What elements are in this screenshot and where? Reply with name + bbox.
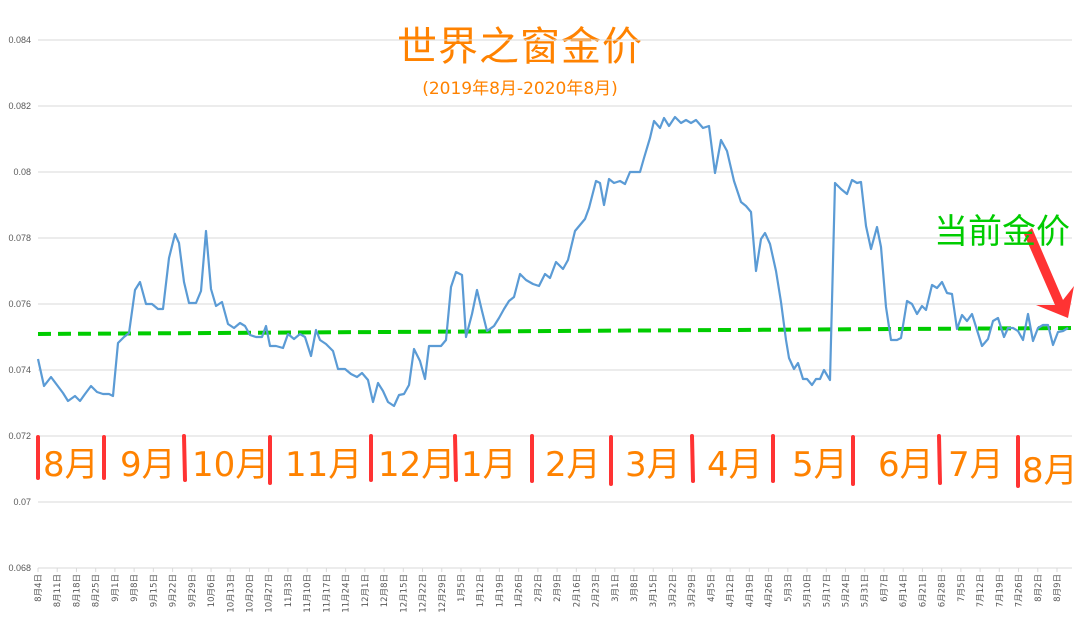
x-tick-label: 1月26日 bbox=[515, 574, 525, 607]
x-tick-label: 3月1日 bbox=[611, 574, 621, 602]
x-tick-label: 9月15日 bbox=[149, 574, 159, 607]
x-tick-label: 11月17日 bbox=[322, 574, 332, 613]
x-tick-label: 12月29日 bbox=[438, 574, 448, 613]
y-tick-label: 0.072 bbox=[8, 431, 31, 441]
x-tick-label: 4月5日 bbox=[707, 574, 717, 602]
chart-subtitle: (2019年8月-2020年8月) bbox=[422, 79, 618, 99]
y-tick-label: 0.078 bbox=[8, 233, 31, 243]
x-tick-label: 11月10日 bbox=[303, 574, 313, 613]
x-tick-label: 8月9日 bbox=[1053, 574, 1063, 602]
average-line bbox=[37, 326, 1073, 336]
x-tick-label: 3月15日 bbox=[649, 574, 659, 607]
x-tick-label: 8月4日 bbox=[34, 574, 44, 602]
month-label: 5月 bbox=[792, 445, 848, 485]
x-tick-label: 9月29日 bbox=[188, 574, 198, 607]
y-tick-label: 0.076 bbox=[8, 299, 31, 309]
x-tick-label: 9月8日 bbox=[130, 574, 140, 602]
x-tick-label: 6月21日 bbox=[918, 574, 928, 607]
month-label: 2月 bbox=[545, 445, 601, 485]
x-tick-label: 5月24日 bbox=[842, 574, 852, 607]
month-label: 1月 bbox=[461, 445, 517, 485]
x-tick-label: 4月12日 bbox=[726, 574, 736, 607]
month-labels: 8月 9月 10月 11月 12月 1月 2月 3月 4月 5月 6月 7月 8月 bbox=[43, 445, 1078, 491]
x-tick-label: 7月12日 bbox=[976, 574, 986, 607]
x-tick-label: 11月24日 bbox=[342, 574, 352, 613]
x-tick-label: 2月2日 bbox=[534, 574, 544, 602]
month-label: 7月 bbox=[948, 445, 1004, 485]
x-tick-label: 3月29日 bbox=[688, 574, 698, 607]
month-divider bbox=[937, 434, 942, 485]
x-tick-label: 1月5日 bbox=[457, 574, 467, 602]
x-tick-label: 6月14日 bbox=[899, 574, 909, 607]
x-tick-label: 12月1日 bbox=[361, 574, 371, 607]
x-tick-label: 12月22日 bbox=[419, 574, 429, 613]
x-tick-label: 4月26日 bbox=[765, 574, 775, 607]
x-tick-label: 7月19日 bbox=[995, 574, 1005, 607]
x-tick-label: 10月6日 bbox=[207, 574, 217, 607]
month-divider bbox=[182, 434, 187, 482]
month-label: 11月 bbox=[285, 445, 362, 485]
month-label: 4月 bbox=[707, 445, 763, 485]
gridlines bbox=[38, 39, 1072, 569]
x-tick-label: 1月19日 bbox=[495, 574, 505, 607]
month-label: 6月 bbox=[878, 445, 934, 485]
x-tick-label: 10月27日 bbox=[265, 574, 275, 613]
arrow-icon bbox=[1024, 228, 1074, 318]
month-label: 12月 bbox=[378, 445, 455, 485]
month-label: 8月 bbox=[43, 445, 99, 485]
x-tick-label: 9月22日 bbox=[169, 574, 179, 607]
y-tick-label: 0.084 bbox=[8, 35, 31, 45]
x-tick-label: 11月3日 bbox=[284, 574, 294, 607]
x-axis-ticks: 8月4日 8月11日 8月18日 8月25日 9月1日 9月8日 9月15日 9月22日 9月2… bbox=[34, 568, 1063, 613]
x-tick-label: 9月1日 bbox=[111, 574, 121, 602]
x-tick-label: 1月12日 bbox=[476, 574, 486, 607]
x-tick-label: 8月11日 bbox=[53, 574, 63, 607]
y-tick-label: 0.082 bbox=[8, 101, 31, 111]
x-tick-label: 12月15日 bbox=[399, 574, 409, 613]
x-tick-label: 8月18日 bbox=[72, 574, 82, 607]
chart-title: 世界之窗金价 bbox=[397, 24, 643, 70]
x-tick-label: 6月7日 bbox=[880, 574, 890, 602]
x-tick-label: 7月26日 bbox=[1015, 574, 1025, 607]
x-tick-label: 10月20日 bbox=[245, 574, 255, 613]
x-tick-label: 10月13日 bbox=[226, 574, 236, 613]
month-label: 9月 bbox=[120, 445, 176, 485]
x-tick-label: 2月16日 bbox=[572, 574, 582, 607]
x-tick-label: 12月8日 bbox=[380, 574, 390, 607]
x-tick-label: 5月17日 bbox=[822, 574, 832, 607]
month-label: 10月 bbox=[192, 445, 269, 485]
x-tick-label: 3月22日 bbox=[668, 574, 678, 607]
x-tick-label: 8月2日 bbox=[1034, 574, 1044, 602]
month-label: 8月 bbox=[1022, 451, 1078, 491]
x-tick-label: 5月3日 bbox=[784, 574, 794, 602]
x-tick-label: 5月31日 bbox=[861, 574, 871, 607]
y-tick-label: 0.074 bbox=[8, 365, 31, 375]
y-tick-label: 0.07 bbox=[13, 497, 31, 507]
x-tick-label: 8月25日 bbox=[92, 574, 102, 607]
x-tick-label: 7月5日 bbox=[957, 574, 967, 602]
x-tick-label: 5月10日 bbox=[803, 574, 813, 607]
x-tick-label: 2月23日 bbox=[592, 574, 602, 607]
month-dividers bbox=[36, 434, 1020, 488]
x-tick-label: 6月28日 bbox=[938, 574, 948, 607]
x-tick-label: 3月8日 bbox=[630, 574, 640, 602]
current-price-annotation: 当前金价 bbox=[934, 212, 1070, 252]
y-axis-ticks: 0.084 0.082 0.08 0.078 0.076 0.074 0.072 0.07 0.… bbox=[8, 35, 31, 573]
price-line bbox=[36, 115, 1069, 408]
x-tick-label: 2月9日 bbox=[553, 574, 563, 602]
x-tick-label: 4月19日 bbox=[745, 574, 755, 607]
y-tick-label: 0.08 bbox=[13, 167, 31, 177]
month-label: 3月 bbox=[625, 445, 681, 485]
y-tick-label: 0.068 bbox=[8, 563, 31, 573]
month-divider bbox=[453, 434, 458, 482]
month-divider bbox=[690, 434, 695, 483]
